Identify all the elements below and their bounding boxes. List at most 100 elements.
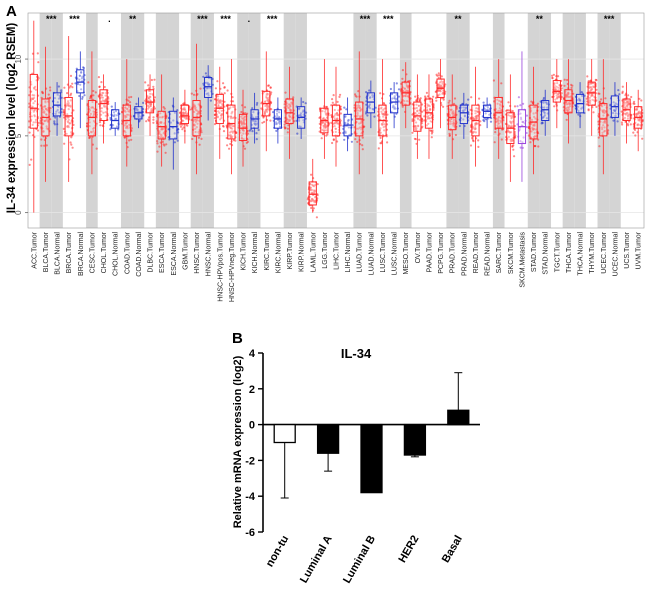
data-point	[102, 91, 105, 95]
data-point	[127, 105, 130, 108]
data-point	[597, 120, 600, 123]
data-point	[181, 119, 184, 122]
data-point	[207, 92, 210, 95]
data-point	[248, 129, 251, 132]
data-point	[452, 122, 455, 125]
x-tick-label: LAML.Tumor	[310, 231, 317, 272]
data-point	[242, 118, 246, 121]
data-point	[356, 140, 359, 143]
data-point	[298, 119, 301, 122]
data-point	[394, 107, 397, 110]
data-point	[158, 131, 161, 134]
data-point	[225, 136, 228, 140]
data-point	[325, 129, 328, 132]
shade-band	[597, 13, 610, 228]
data-point	[345, 108, 348, 111]
data-point	[435, 99, 438, 102]
data-point	[514, 136, 517, 139]
data-point	[477, 139, 480, 142]
data-point	[474, 124, 477, 127]
data-point	[534, 117, 537, 120]
data-point	[149, 110, 152, 113]
data-point	[136, 113, 139, 116]
bar	[273, 423, 296, 444]
data-point	[214, 107, 217, 110]
x-tick-label: UCEC.Normal	[612, 232, 619, 277]
data-point	[507, 109, 510, 112]
data-point	[69, 84, 72, 88]
data-point	[69, 122, 72, 125]
data-point	[414, 125, 417, 128]
data-point	[130, 138, 133, 141]
data-point	[358, 122, 361, 125]
data-point	[323, 123, 326, 126]
data-point	[200, 137, 203, 140]
data-point	[310, 173, 313, 176]
data-point	[30, 108, 34, 111]
data-point	[368, 89, 371, 92]
data-point	[431, 131, 434, 134]
x-tick-label: LIHC.Normal	[345, 232, 352, 273]
data-point	[474, 112, 477, 115]
data-point	[594, 78, 597, 81]
data-point	[462, 118, 465, 121]
data-point	[32, 102, 35, 105]
data-point	[379, 127, 382, 130]
data-point	[454, 133, 457, 137]
data-point	[427, 122, 430, 125]
data-point	[199, 87, 202, 90]
data-point	[161, 140, 164, 143]
data-point	[318, 130, 321, 133]
data-point	[500, 138, 503, 141]
data-point	[197, 111, 200, 114]
x-tick-label: HNSC.Normal	[206, 232, 213, 277]
data-point	[380, 142, 383, 145]
data-point	[501, 128, 504, 131]
data-point	[302, 100, 305, 104]
data-point	[124, 122, 127, 125]
data-point	[149, 92, 152, 95]
data-point	[278, 111, 281, 114]
data-point	[66, 104, 69, 107]
data-point	[186, 124, 189, 127]
data-point	[510, 117, 513, 120]
data-point	[128, 123, 131, 126]
data-point	[195, 119, 198, 122]
data-point	[299, 114, 302, 117]
data-point	[69, 94, 72, 97]
data-point	[447, 101, 450, 104]
data-point	[158, 136, 161, 139]
data-point	[476, 110, 479, 113]
data-point	[361, 148, 364, 151]
data-point	[360, 114, 363, 117]
data-point	[379, 136, 382, 139]
data-point	[66, 113, 69, 116]
data-point	[432, 95, 435, 98]
data-point	[112, 111, 116, 114]
data-point	[403, 100, 406, 103]
significance-mark: ***	[220, 14, 231, 24]
data-point	[142, 101, 145, 104]
x-tick-label: KIRC.Normal	[275, 232, 282, 274]
data-point	[309, 186, 312, 189]
data-point	[338, 95, 341, 98]
data-point	[379, 92, 382, 95]
data-point	[192, 93, 196, 96]
data-point	[49, 86, 52, 89]
data-point	[115, 125, 119, 128]
x-tick-label: Luminal A	[298, 533, 335, 585]
data-point	[419, 99, 422, 102]
data-point	[288, 103, 292, 106]
data-point	[380, 110, 383, 113]
data-point	[126, 127, 129, 130]
data-point	[146, 97, 149, 100]
data-point	[89, 95, 92, 98]
data-point	[135, 107, 138, 111]
data-point	[521, 120, 525, 123]
data-point	[142, 108, 145, 111]
data-point	[482, 119, 485, 122]
data-point	[255, 138, 258, 141]
data-point	[181, 111, 185, 114]
data-point	[147, 84, 150, 87]
data-point	[462, 106, 465, 109]
